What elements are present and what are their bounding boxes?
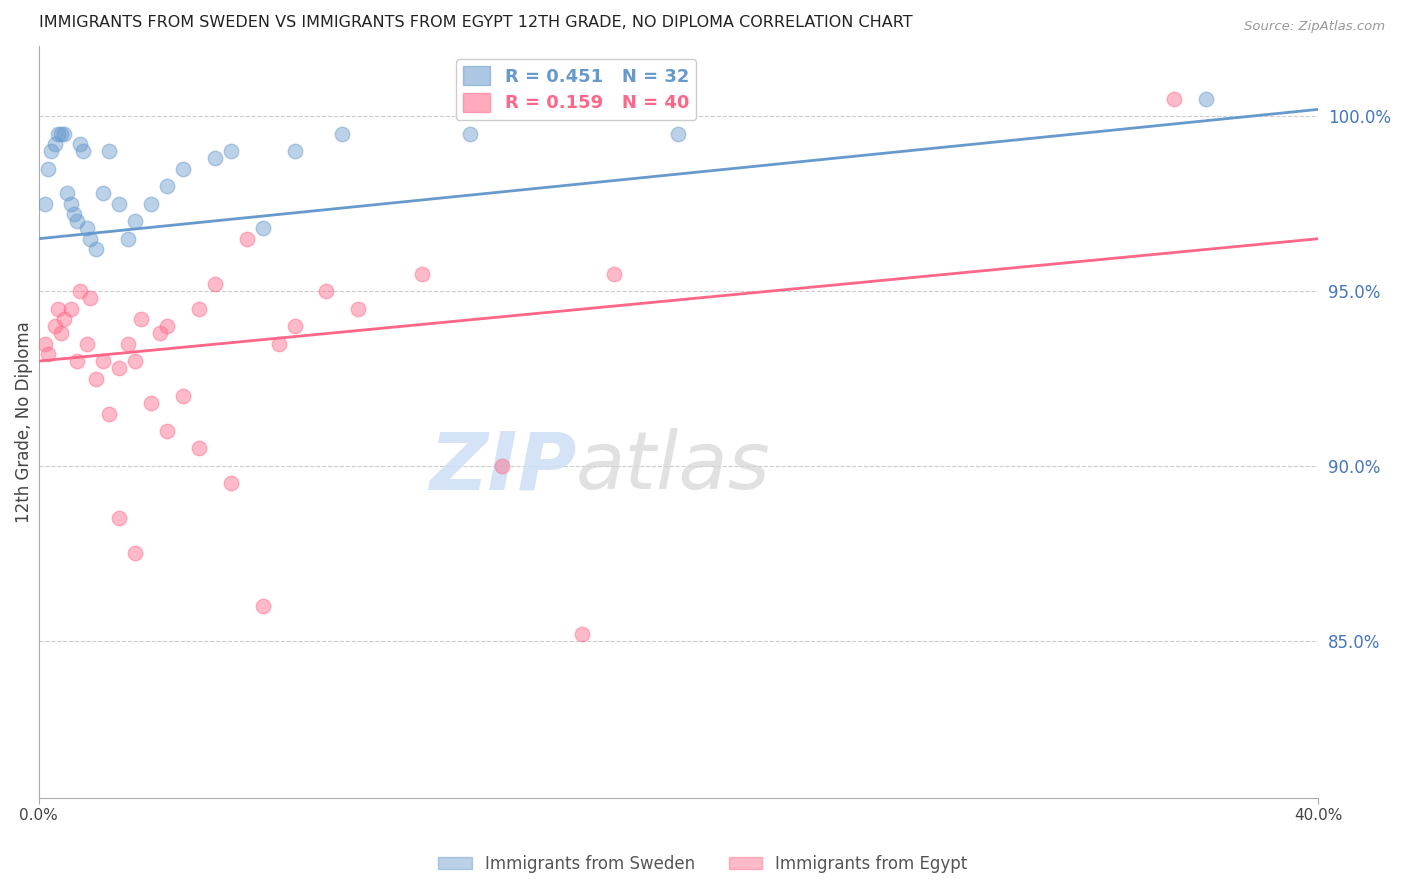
Point <box>66 214 89 228</box>
Point <box>79 232 101 246</box>
Point <box>44 137 66 152</box>
Point <box>1163 92 1185 106</box>
Point <box>107 196 129 211</box>
Point <box>37 161 59 176</box>
Point <box>53 312 76 326</box>
Point <box>187 442 209 456</box>
Point <box>107 361 129 376</box>
Point <box>187 301 209 316</box>
Point <box>155 179 177 194</box>
Point <box>84 371 107 385</box>
Point <box>219 476 242 491</box>
Point <box>46 127 69 141</box>
Point <box>460 127 482 141</box>
Point <box>149 326 172 340</box>
Point <box>34 196 56 211</box>
Point <box>72 145 94 159</box>
Point <box>97 145 120 159</box>
Text: ZIP: ZIP <box>429 428 576 507</box>
Point <box>347 301 370 316</box>
Point <box>69 284 91 298</box>
Point <box>97 407 120 421</box>
Point <box>37 347 59 361</box>
Point <box>283 319 305 334</box>
Point <box>172 389 194 403</box>
Point <box>66 354 89 368</box>
Point <box>59 196 82 211</box>
Point <box>46 301 69 316</box>
Point <box>139 396 162 410</box>
Point <box>44 319 66 334</box>
Point <box>124 354 146 368</box>
Point <box>219 145 242 159</box>
Point <box>411 267 433 281</box>
Point <box>235 232 257 246</box>
Point <box>117 232 139 246</box>
Point <box>91 186 114 201</box>
Point <box>315 284 337 298</box>
Point <box>56 186 79 201</box>
Point <box>79 291 101 305</box>
Point <box>252 599 274 613</box>
Point <box>172 161 194 176</box>
Text: atlas: atlas <box>576 428 770 507</box>
Point <box>107 511 129 525</box>
Text: Source: ZipAtlas.com: Source: ZipAtlas.com <box>1244 20 1385 33</box>
Text: IMMIGRANTS FROM SWEDEN VS IMMIGRANTS FROM EGYPT 12TH GRADE, NO DIPLOMA CORRELATI: IMMIGRANTS FROM SWEDEN VS IMMIGRANTS FRO… <box>38 15 912 30</box>
Point <box>155 319 177 334</box>
Point <box>53 127 76 141</box>
Point <box>59 301 82 316</box>
Point <box>204 151 226 165</box>
Legend: R = 0.451   N = 32, R = 0.159   N = 40: R = 0.451 N = 32, R = 0.159 N = 40 <box>456 59 696 120</box>
Point <box>62 207 84 221</box>
Point <box>84 242 107 256</box>
Point <box>49 127 72 141</box>
Point <box>668 127 690 141</box>
Point <box>41 145 63 159</box>
Point <box>124 546 146 560</box>
Legend: Immigrants from Sweden, Immigrants from Egypt: Immigrants from Sweden, Immigrants from … <box>432 848 974 880</box>
Point <box>204 277 226 292</box>
Point <box>155 424 177 438</box>
Point <box>1195 92 1218 106</box>
Point <box>69 137 91 152</box>
Point <box>117 336 139 351</box>
Y-axis label: 12th Grade, No Diploma: 12th Grade, No Diploma <box>15 321 32 523</box>
Point <box>491 458 513 473</box>
Point <box>91 354 114 368</box>
Point <box>571 626 593 640</box>
Point <box>332 127 354 141</box>
Point <box>267 336 290 351</box>
Point <box>34 336 56 351</box>
Point <box>129 312 152 326</box>
Point <box>283 145 305 159</box>
Point <box>603 267 626 281</box>
Point <box>49 326 72 340</box>
Point <box>252 221 274 235</box>
Point <box>124 214 146 228</box>
Point <box>76 336 98 351</box>
Point <box>76 221 98 235</box>
Point <box>139 196 162 211</box>
